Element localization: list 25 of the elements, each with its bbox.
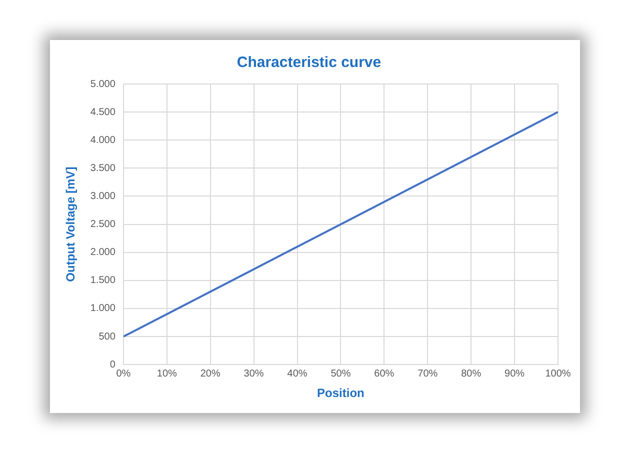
y-tick-label: 1.000 [90, 303, 116, 314]
x-tick-label: 0% [116, 368, 131, 380]
y-tick-label: 1.500 [90, 275, 116, 286]
x-tick-label: 40% [287, 368, 308, 380]
x-tick-label: 90% [504, 368, 525, 380]
chart-title: Characteristic curve [236, 54, 382, 72]
y-tick-label: 500 [98, 331, 116, 342]
x-tick-label: 20% [200, 368, 220, 380]
x-tick-label: 70% [418, 368, 438, 380]
x-tick-label: 10% [156, 368, 177, 380]
y-tick-label: 4.000 [90, 134, 116, 146]
y-tick-label: 3.500 [90, 162, 116, 174]
x-tick-label: 50% [330, 368, 351, 380]
y-tick-label: 0 [110, 359, 116, 370]
x-tick-label: 60% [374, 368, 394, 380]
x-axis-title: Position [317, 386, 364, 400]
y-tick-label: 2.000 [90, 247, 116, 258]
x-tick-label: 80% [461, 368, 482, 380]
x-tick-label: 100% [545, 368, 571, 380]
y-tick-label: 5.000 [90, 78, 116, 90]
y-tick-label: 2.500 [90, 219, 116, 230]
y-tick-label: 4.500 [90, 106, 116, 118]
y-tick-label: 3.000 [90, 190, 116, 202]
x-tick-label: 30% [244, 368, 264, 380]
y-axis-title: Output Voltage [mV] [64, 166, 78, 282]
